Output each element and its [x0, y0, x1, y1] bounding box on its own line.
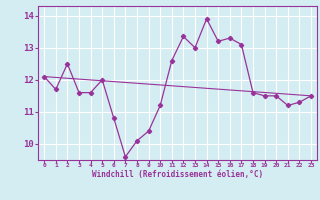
X-axis label: Windchill (Refroidissement éolien,°C): Windchill (Refroidissement éolien,°C) [92, 170, 263, 179]
